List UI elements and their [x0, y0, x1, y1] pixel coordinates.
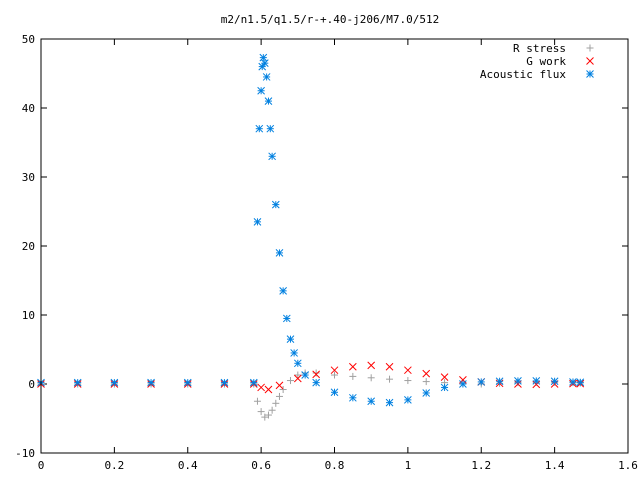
data-point: [282, 314, 291, 323]
data-point: [268, 152, 276, 161]
data-point: [312, 370, 321, 379]
data-point: [422, 389, 431, 397]
data-point: [440, 373, 449, 381]
chart-title: m2/n1.5/q1.5/r-+.40-j206/M7.0/512: [221, 13, 440, 26]
data-point: [110, 378, 119, 387]
data-point: [257, 408, 265, 416]
data-point: [348, 362, 357, 371]
legend-label: G work: [526, 55, 566, 68]
data-point: [404, 396, 412, 404]
data-point: [73, 378, 82, 387]
data-point: [312, 369, 320, 377]
legend-label: Acoustic flux: [480, 68, 566, 81]
data-point: [312, 378, 321, 387]
data-point: [550, 377, 559, 386]
data-point: [422, 369, 431, 378]
data-point: [262, 73, 271, 81]
legend-marker: [586, 70, 594, 78]
data-point: [275, 249, 284, 257]
x-tick-label: 1.2: [471, 459, 491, 472]
x-tick-label: 1.4: [545, 459, 565, 472]
x-tick-label: 0: [38, 459, 45, 472]
data-point: [266, 124, 275, 133]
data-point: [386, 375, 394, 383]
x-tick-label: 0.4: [178, 459, 198, 472]
y-tick-label: 10: [22, 309, 35, 322]
data-point: [264, 411, 272, 419]
series-acoustic-flux: [37, 53, 585, 407]
data-point: [294, 371, 302, 379]
data-point: [576, 378, 585, 387]
x-tick-label: 0.2: [104, 459, 124, 472]
data-point: [367, 361, 376, 370]
y-tick-label: 50: [22, 33, 35, 46]
data-point: [514, 377, 522, 385]
data-point: [286, 377, 294, 385]
data-point: [279, 386, 287, 394]
data-point: [477, 378, 486, 386]
plot-frame: [40, 38, 629, 454]
data-point: [275, 392, 283, 400]
data-point: [255, 124, 264, 133]
data-point: [253, 217, 262, 226]
data-point: [220, 378, 229, 387]
data-point: [459, 380, 467, 388]
y-tick-label: 40: [22, 102, 35, 115]
legend-label: R stress: [513, 42, 566, 55]
data-point: [349, 372, 357, 380]
data-point: [440, 383, 449, 392]
data-point: [293, 374, 302, 383]
x-tick-label: 1: [405, 459, 412, 472]
x-tick-label: 0.6: [251, 459, 271, 472]
data-point: [404, 366, 412, 375]
series-r-stress: [37, 369, 584, 421]
data-point: [330, 366, 339, 375]
data-point: [257, 86, 265, 95]
data-point: [367, 397, 376, 406]
data-point: [264, 385, 273, 394]
data-point: [249, 378, 258, 387]
y-tick-label: 20: [22, 240, 35, 253]
data-point: [257, 383, 265, 392]
data-point: [260, 59, 269, 68]
data-point: [385, 398, 394, 407]
data-point: [259, 53, 268, 62]
x-tick-label: 1.6: [618, 459, 638, 472]
series-g-work: [37, 361, 585, 394]
data-point: [253, 397, 261, 405]
data-point: [275, 381, 284, 390]
data-point: [286, 335, 295, 344]
data-point: [348, 393, 357, 402]
data-point: [367, 374, 375, 382]
data-point: [404, 377, 412, 385]
data-point: [422, 378, 430, 386]
data-point: [331, 371, 338, 379]
y-tick-label: 0: [28, 378, 35, 391]
data-point: [293, 359, 302, 368]
data-point: [261, 413, 269, 421]
data-point: [183, 378, 192, 387]
data-point: [279, 286, 287, 295]
y-tick-label: -10: [15, 447, 35, 460]
data-point: [147, 378, 155, 387]
data-point: [290, 349, 298, 357]
data-point: [532, 377, 541, 385]
data-point: [569, 378, 577, 386]
data-point: [495, 377, 504, 386]
data-point: [385, 362, 394, 371]
y-tick-label: 30: [22, 171, 35, 184]
data-point: [330, 388, 339, 397]
data-point: [301, 371, 310, 379]
x-tick-label: 0.8: [325, 459, 345, 472]
data-point: [264, 97, 273, 105]
data-point: [271, 200, 280, 209]
legend-marker: [586, 57, 594, 65]
series-layer: [37, 53, 585, 421]
data-point: [272, 399, 280, 407]
data-point: [268, 406, 276, 414]
legend-marker: [586, 44, 594, 52]
